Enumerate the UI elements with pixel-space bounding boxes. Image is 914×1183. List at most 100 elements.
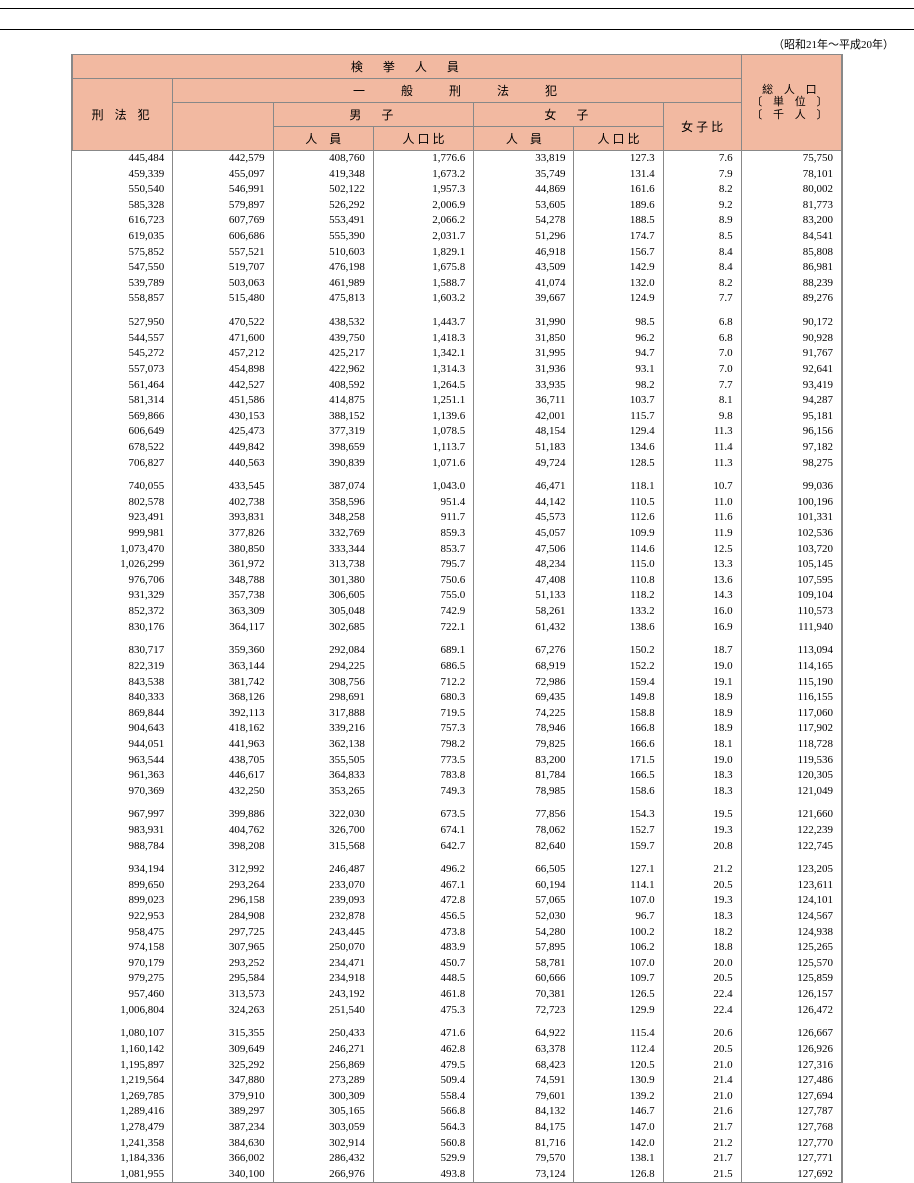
table-cell: 18.3 <box>663 909 741 925</box>
table-cell: 674.1 <box>373 823 473 839</box>
table-cell: 96.2 <box>574 331 663 347</box>
table-cell: 166.5 <box>574 768 663 784</box>
table-cell: 7.9 <box>663 167 741 183</box>
table-cell: 100.2 <box>574 925 663 941</box>
hdr-kenkyo-jinin: 検 挙 人 員 <box>73 55 742 79</box>
table-cell: 122,239 <box>741 823 841 839</box>
table-cell: 442,527 <box>173 378 273 394</box>
table-cell: 21.2 <box>663 854 741 878</box>
table-cell: 308,756 <box>273 675 373 691</box>
table-cell: 72,723 <box>474 1003 574 1019</box>
table-cell: 408,592 <box>273 378 373 394</box>
table-cell: 21.5 <box>663 1167 741 1183</box>
table-cell: 312,992 <box>173 854 273 878</box>
table-row: 983,931404,762326,700674.178,062152.719.… <box>73 823 842 839</box>
table-cell: 557,521 <box>173 245 273 261</box>
table-cell: 45,573 <box>474 510 574 526</box>
table-cell: 46,471 <box>474 471 574 495</box>
table-cell: 439,750 <box>273 331 373 347</box>
table-cell: 510,603 <box>273 245 373 261</box>
table-cell: 301,380 <box>273 573 373 589</box>
hdr-female-persons: 人 員 <box>474 127 574 151</box>
table-cell: 118.1 <box>574 471 663 495</box>
table-cell: 332,769 <box>273 526 373 542</box>
table-cell: 368,126 <box>173 690 273 706</box>
table-row: 527,950470,522438,5321,443.731,99098.56.… <box>73 307 842 331</box>
table-cell: 362,138 <box>273 737 373 753</box>
table-cell: 451,586 <box>173 393 273 409</box>
hdr-male: 男 子 <box>273 103 474 127</box>
table-cell: 166.8 <box>574 721 663 737</box>
table-row: 970,369432,250353,265749.378,985158.618.… <box>73 784 842 800</box>
table-cell: 115,190 <box>741 675 841 691</box>
table-cell: 112.6 <box>574 510 663 526</box>
table-cell: 293,252 <box>173 956 273 972</box>
table-cell: 18.1 <box>663 737 741 753</box>
table-cell: 970,179 <box>73 956 173 972</box>
table-cell: 569,866 <box>73 409 173 425</box>
table-cell: 689.1 <box>373 635 473 659</box>
table-cell: 295,584 <box>173 971 273 987</box>
table-cell: 124.9 <box>574 291 663 307</box>
table-cell: 317,888 <box>273 706 373 722</box>
table-cell: 127,486 <box>741 1073 841 1089</box>
table-cell: 18.3 <box>663 784 741 800</box>
table-cell: 107,595 <box>741 573 841 589</box>
table-cell: 348,258 <box>273 510 373 526</box>
table-cell: 1,443.7 <box>373 307 473 331</box>
table-cell: 81,716 <box>474 1136 574 1152</box>
table-cell: 124,567 <box>741 909 841 925</box>
table-cell: 519,707 <box>173 260 273 276</box>
table-cell: 309,649 <box>173 1042 273 1058</box>
table-cell: 21.7 <box>663 1120 741 1136</box>
table-cell: 448.5 <box>373 971 473 987</box>
table-cell: 232,878 <box>273 909 373 925</box>
table-cell: 31,990 <box>474 307 574 331</box>
table-row: 843,538381,742308,756712.272,986159.419.… <box>73 675 842 691</box>
table-cell: 1,264.5 <box>373 378 473 394</box>
table-cell: 339,216 <box>273 721 373 737</box>
table-cell: 18.3 <box>663 768 741 784</box>
table-cell: 84,541 <box>741 229 841 245</box>
table-cell: 361,972 <box>173 557 273 573</box>
table-cell: 934,194 <box>73 854 173 878</box>
table-cell: 251,540 <box>273 1003 373 1019</box>
table-cell: 123,205 <box>741 854 841 878</box>
table-cell: 121,660 <box>741 799 841 823</box>
table-cell: 422,962 <box>273 362 373 378</box>
table-cell: 33,819 <box>474 151 574 167</box>
table-cell: 52,030 <box>474 909 574 925</box>
table-cell: 1,269,785 <box>73 1089 173 1105</box>
table-cell: 127,692 <box>741 1167 841 1183</box>
table-cell: 47,506 <box>474 542 574 558</box>
table-cell: 8.2 <box>663 276 741 292</box>
table-cell: 853.7 <box>373 542 473 558</box>
hdr-keihohan: 刑 法 犯 <box>73 79 173 151</box>
table-cell: 483.9 <box>373 940 473 956</box>
table-row: 822,319363,144294,225686.568,919152.219.… <box>73 659 842 675</box>
table-row: 1,219,564347,880273,289509.474,591130.92… <box>73 1073 842 1089</box>
table-cell: 142.9 <box>574 260 663 276</box>
table-cell: 440,563 <box>173 456 273 472</box>
table-cell: 680.3 <box>373 690 473 706</box>
table-cell: 33,935 <box>474 378 574 394</box>
table-cell: 457,212 <box>173 346 273 362</box>
table-cell: 20.8 <box>663 839 741 855</box>
table-row: 445,484442,579408,7601,776.633,819127.37… <box>73 151 842 167</box>
table-row: 963,544438,705355,505773.583,200171.519.… <box>73 753 842 769</box>
table-cell: 475.3 <box>373 1003 473 1019</box>
table-cell: 1,006,804 <box>73 1003 173 1019</box>
hdr-male-popratio: 人 口 比 <box>373 127 473 151</box>
table-cell: 78,946 <box>474 721 574 737</box>
table-cell: 390,839 <box>273 456 373 472</box>
table-cell: 68,919 <box>474 659 574 675</box>
table-cell: 8.2 <box>663 182 741 198</box>
table-cell: 121,049 <box>741 784 841 800</box>
table-cell: 81,784 <box>474 768 574 784</box>
table-cell: 146.7 <box>574 1104 663 1120</box>
table-row: 706,827440,563390,8391,071.649,724128.51… <box>73 456 842 472</box>
table-cell: 69,435 <box>474 690 574 706</box>
table-cell: 43,509 <box>474 260 574 276</box>
table-cell: 93,419 <box>741 378 841 394</box>
table-cell: 67,276 <box>474 635 574 659</box>
